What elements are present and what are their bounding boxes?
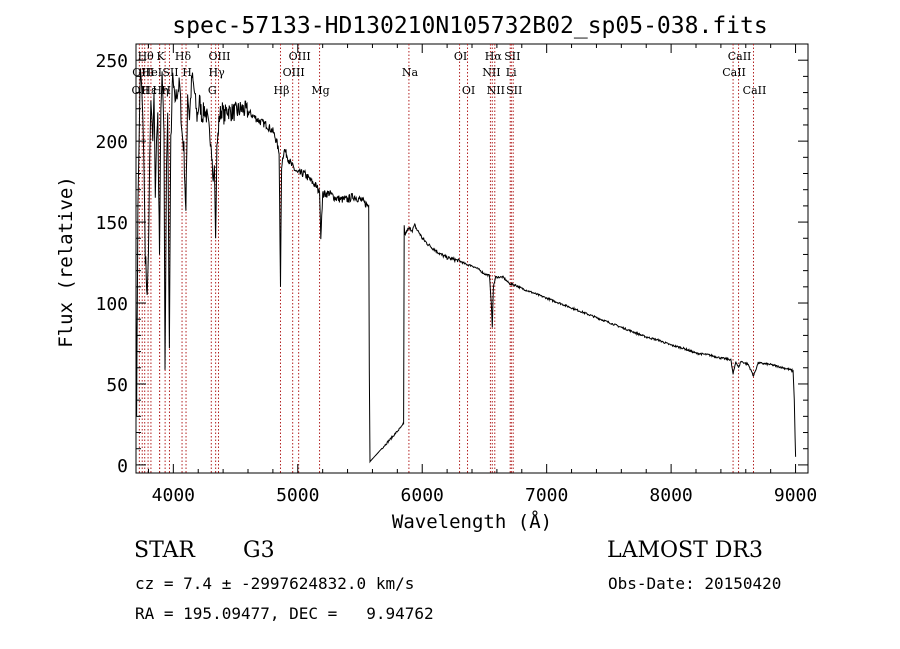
emission-line-label: SII [504, 50, 520, 63]
x-tick-label: 6000 [401, 485, 444, 506]
object-subclass: G3 [243, 538, 275, 563]
coordinates-readout: RA = 195.09477, DEC = 9.94762 [135, 604, 434, 623]
y-tick-label: 200 [95, 132, 128, 153]
emission-line-label: OIII [283, 66, 305, 79]
emission-line-label: H [182, 66, 192, 79]
spectrum-line [135, 68, 797, 464]
emission-line-label: Hγ [209, 66, 226, 79]
emission-line-label: SII [506, 84, 522, 97]
y-axis-label: Flux (relative) [55, 176, 77, 348]
emission-line-label: G [208, 84, 217, 97]
emission-line-label: H [161, 84, 171, 97]
emission-line-label: Hα [485, 50, 503, 63]
x-axis-label: Wavelength (Å) [392, 510, 552, 533]
emission-line-label: Hδ [175, 50, 192, 63]
emission-line-label: OI [462, 84, 475, 97]
emission-line-label: OIII [132, 66, 154, 79]
emission-line-label: OI [454, 50, 467, 63]
emission-lines [138, 44, 754, 473]
emission-line-label: Li [506, 66, 517, 79]
emission-line-label: CaII [728, 50, 752, 63]
y-tick-label: 150 [95, 213, 128, 234]
axes: 4000 5000 6000 7000 8000 9000 0 50 100 150 200 250 [95, 44, 817, 506]
chart-title: spec-57133-HD130210N105732B02_sp05-038.f… [172, 13, 767, 39]
object-class: STAR [134, 538, 195, 563]
redshift-readout: cz = 7.4 ± -2997624832.0 km/s [135, 574, 415, 593]
emission-line-label: CaII [722, 66, 746, 79]
y-tick-label: 250 [95, 51, 128, 72]
emission-line-label: Hθ [138, 50, 155, 63]
x-tick-label: 9000 [774, 485, 817, 506]
emission-line-label: Na [402, 66, 419, 79]
y-tick-label: 50 [106, 375, 128, 396]
x-tick-label: 5000 [276, 485, 319, 506]
emission-line-label: Hε [141, 84, 157, 97]
emission-line-label: K [157, 50, 166, 63]
emission-line-label: NII [487, 84, 505, 97]
y-tick-label: 100 [95, 294, 128, 315]
x-tick-label: 4000 [152, 485, 195, 506]
x-tick-label: 8000 [649, 485, 692, 506]
observation-date: Obs-Date: 20150420 [608, 574, 782, 593]
emission-line-label: Hβ [274, 84, 290, 97]
emission-line-label: OIII [208, 50, 230, 63]
emission-line-label: CaII [743, 84, 767, 97]
emission-line-label: OIII [289, 50, 311, 63]
emission-line-label: HeI [142, 66, 162, 79]
emission-line-label: Mg [311, 84, 329, 97]
emission-line-label: SII [162, 66, 178, 79]
y-tick-label: 0 [117, 456, 128, 477]
emission-line-label: Hη [152, 84, 168, 97]
x-tick-label: 7000 [525, 485, 568, 506]
emission-line-label: NII [482, 66, 500, 79]
line-labels: OIIOIIIHθHεHeIHηKHSIIHδHGHγOIIIHβOIIIOII… [132, 50, 767, 97]
survey-name: LAMOST DR3 [607, 538, 763, 563]
